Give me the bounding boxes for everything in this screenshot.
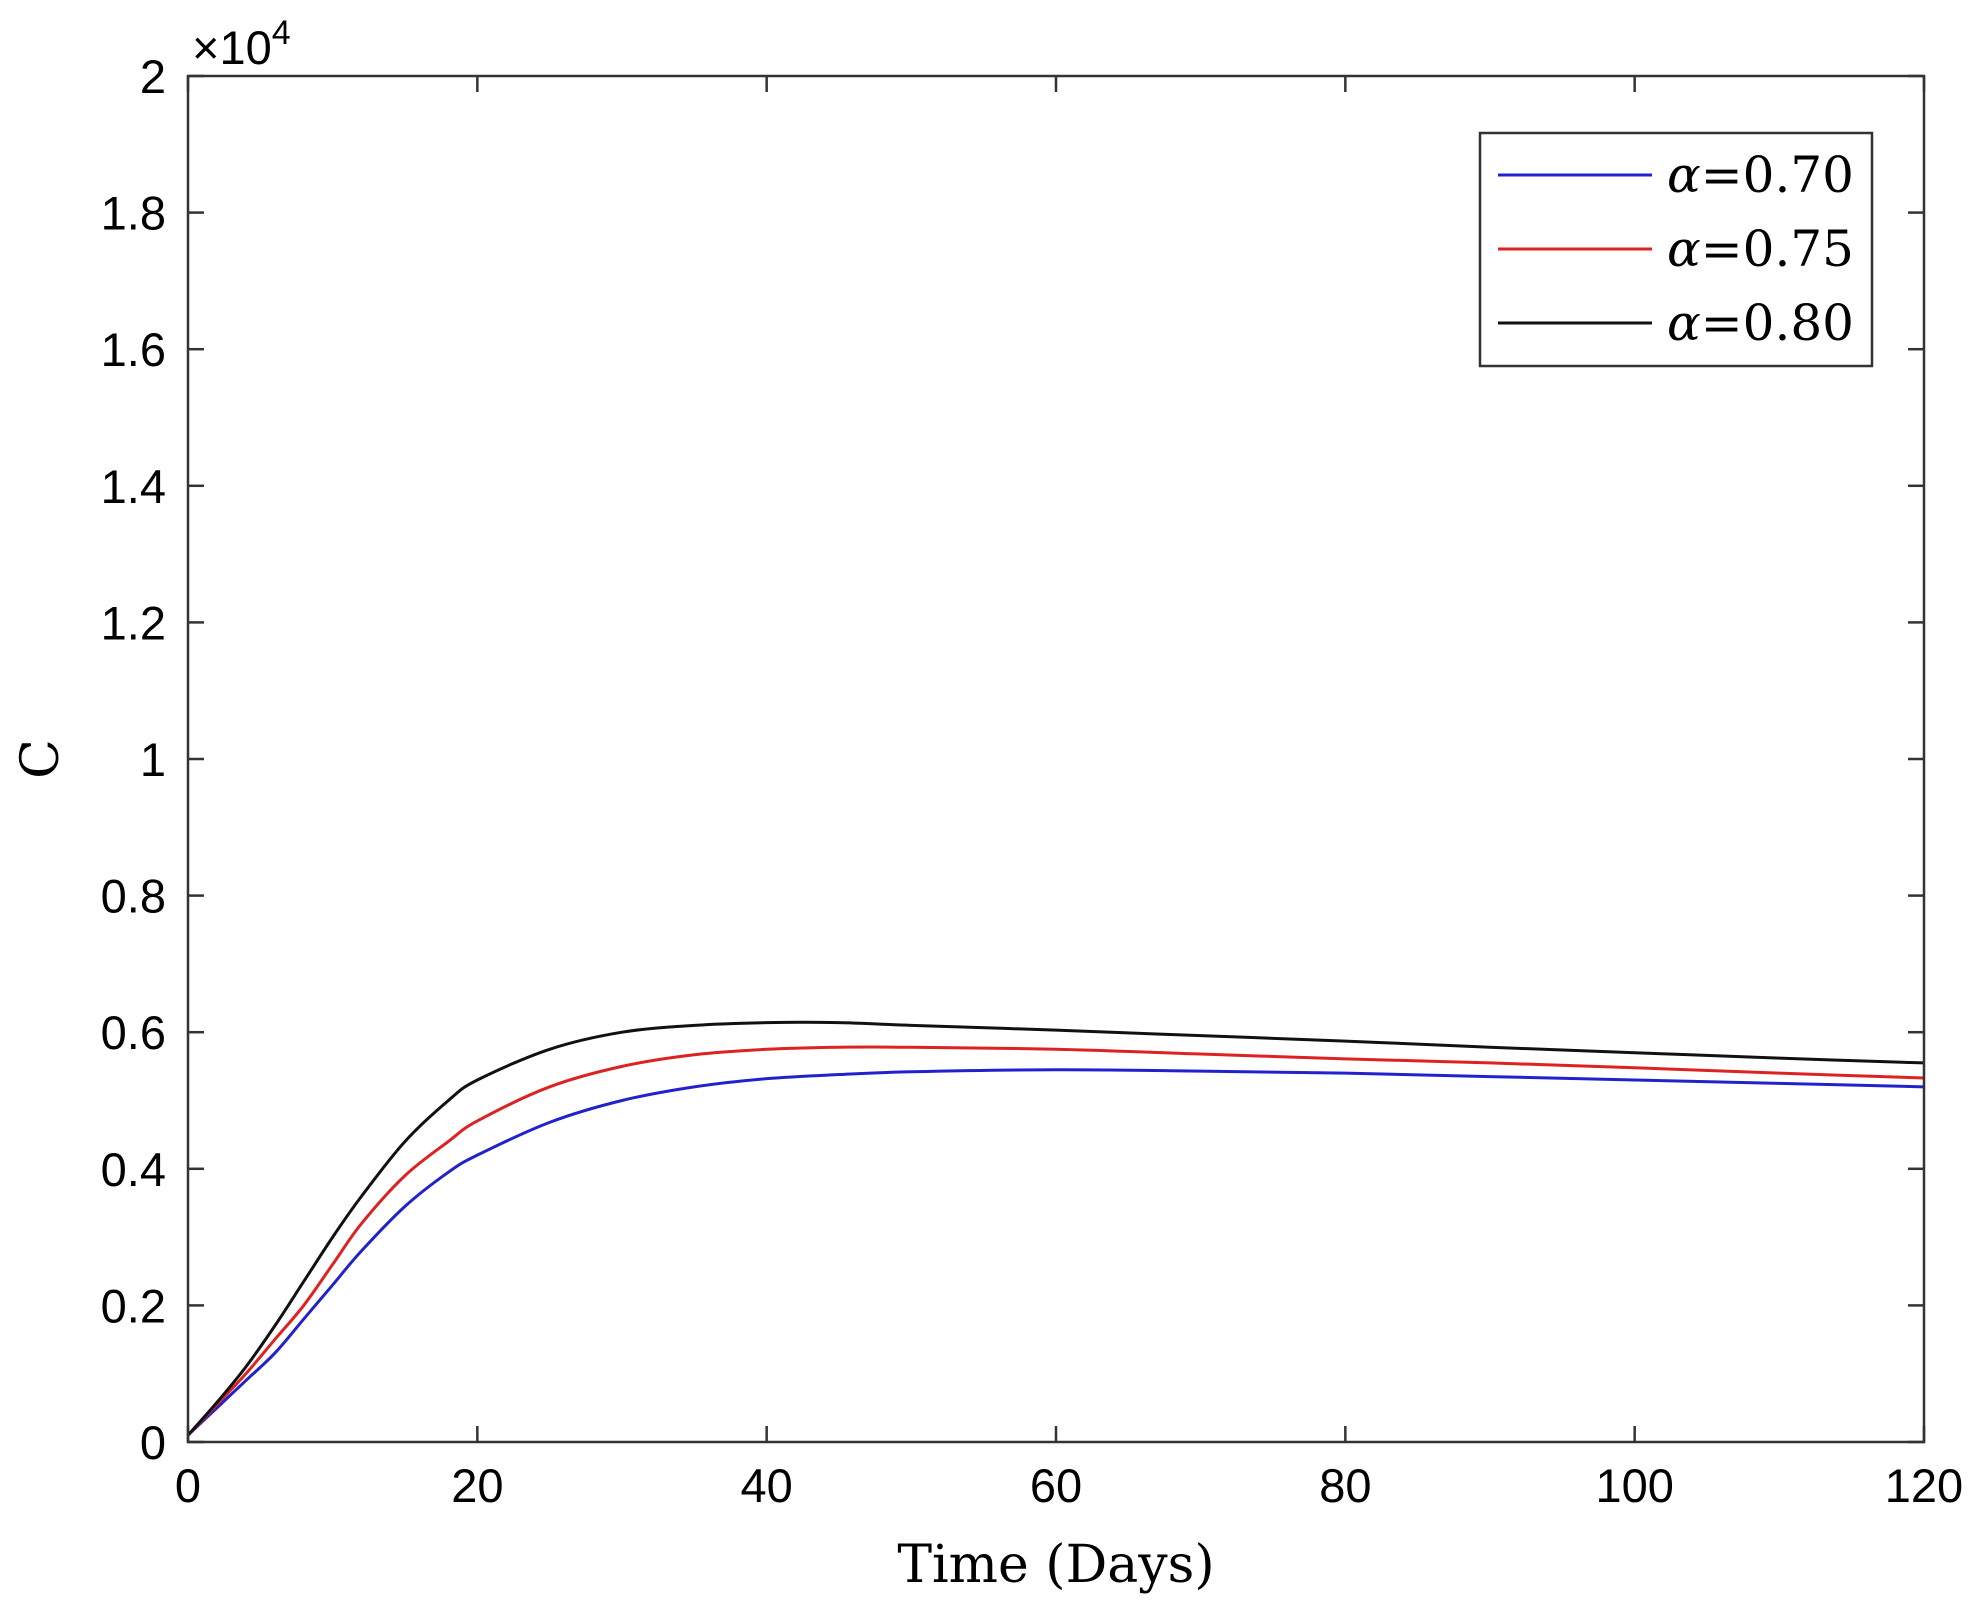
y-axis-exponent-power: 4 <box>272 14 291 52</box>
y-tick-label: 1.4 <box>101 460 166 513</box>
x-tick-label: 20 <box>451 1459 503 1512</box>
x-tick-labels: 0 20 40 60 80 100 120 <box>175 1459 1963 1512</box>
y-tick-label: 1.6 <box>101 323 166 376</box>
legend-alpha-value: =0.70 <box>1701 146 1854 204</box>
legend-alpha-value: =0.80 <box>1701 294 1854 352</box>
x-tick-label: 0 <box>175 1459 201 1512</box>
x-tick-label: 60 <box>1030 1459 1082 1512</box>
legend-label-3: α=0.80 <box>1667 294 1854 352</box>
series-layer <box>186 1020 1925 1437</box>
x-tick-label: 100 <box>1595 1459 1673 1512</box>
x-tick-label: 80 <box>1319 1459 1371 1512</box>
legend-alpha-symbol: α <box>1667 294 1701 352</box>
series-line-2 <box>186 1045 1925 1437</box>
y-axis-exponent: ×104 <box>192 14 291 74</box>
y-tick-label: 2 <box>140 50 166 103</box>
legend-alpha-symbol: α <box>1667 220 1701 278</box>
legend-label-1: α=0.70 <box>1667 146 1854 204</box>
series-line-1 <box>186 1068 1925 1437</box>
tick-layer <box>186 74 1926 1444</box>
legend-label-2: α=0.75 <box>1667 220 1854 278</box>
y-tick-label: 0 <box>140 1416 166 1469</box>
y-tick-label: 0.6 <box>101 1006 166 1059</box>
y-tick-labels: 0 0.2 0.4 0.6 0.8 1 1.2 1.4 1.6 1.8 2 <box>101 50 166 1469</box>
y-tick-label: 0.8 <box>101 870 166 923</box>
y-tick-label: 1.8 <box>101 187 166 240</box>
x-axis-title: Time (Days) <box>897 1535 1214 1595</box>
legend: α=0.70α=0.75α=0.80 <box>1478 131 1874 368</box>
y-tick-label: 1.2 <box>101 596 166 649</box>
y-tick-label: 0.2 <box>101 1279 166 1332</box>
y-axis-exponent-base: ×10 <box>192 21 272 74</box>
legend-items: α=0.70α=0.75α=0.80 <box>1498 146 1854 352</box>
legend-alpha-value: =0.75 <box>1701 220 1854 278</box>
y-tick-label: 1 <box>140 733 166 786</box>
series-line-3 <box>186 1020 1925 1437</box>
legend-alpha-symbol: α <box>1667 146 1701 204</box>
y-tick-label: 0.4 <box>101 1143 166 1196</box>
y-axis-title: C <box>11 739 71 779</box>
x-tick-label: 120 <box>1885 1459 1963 1512</box>
x-tick-label: 40 <box>741 1459 793 1512</box>
